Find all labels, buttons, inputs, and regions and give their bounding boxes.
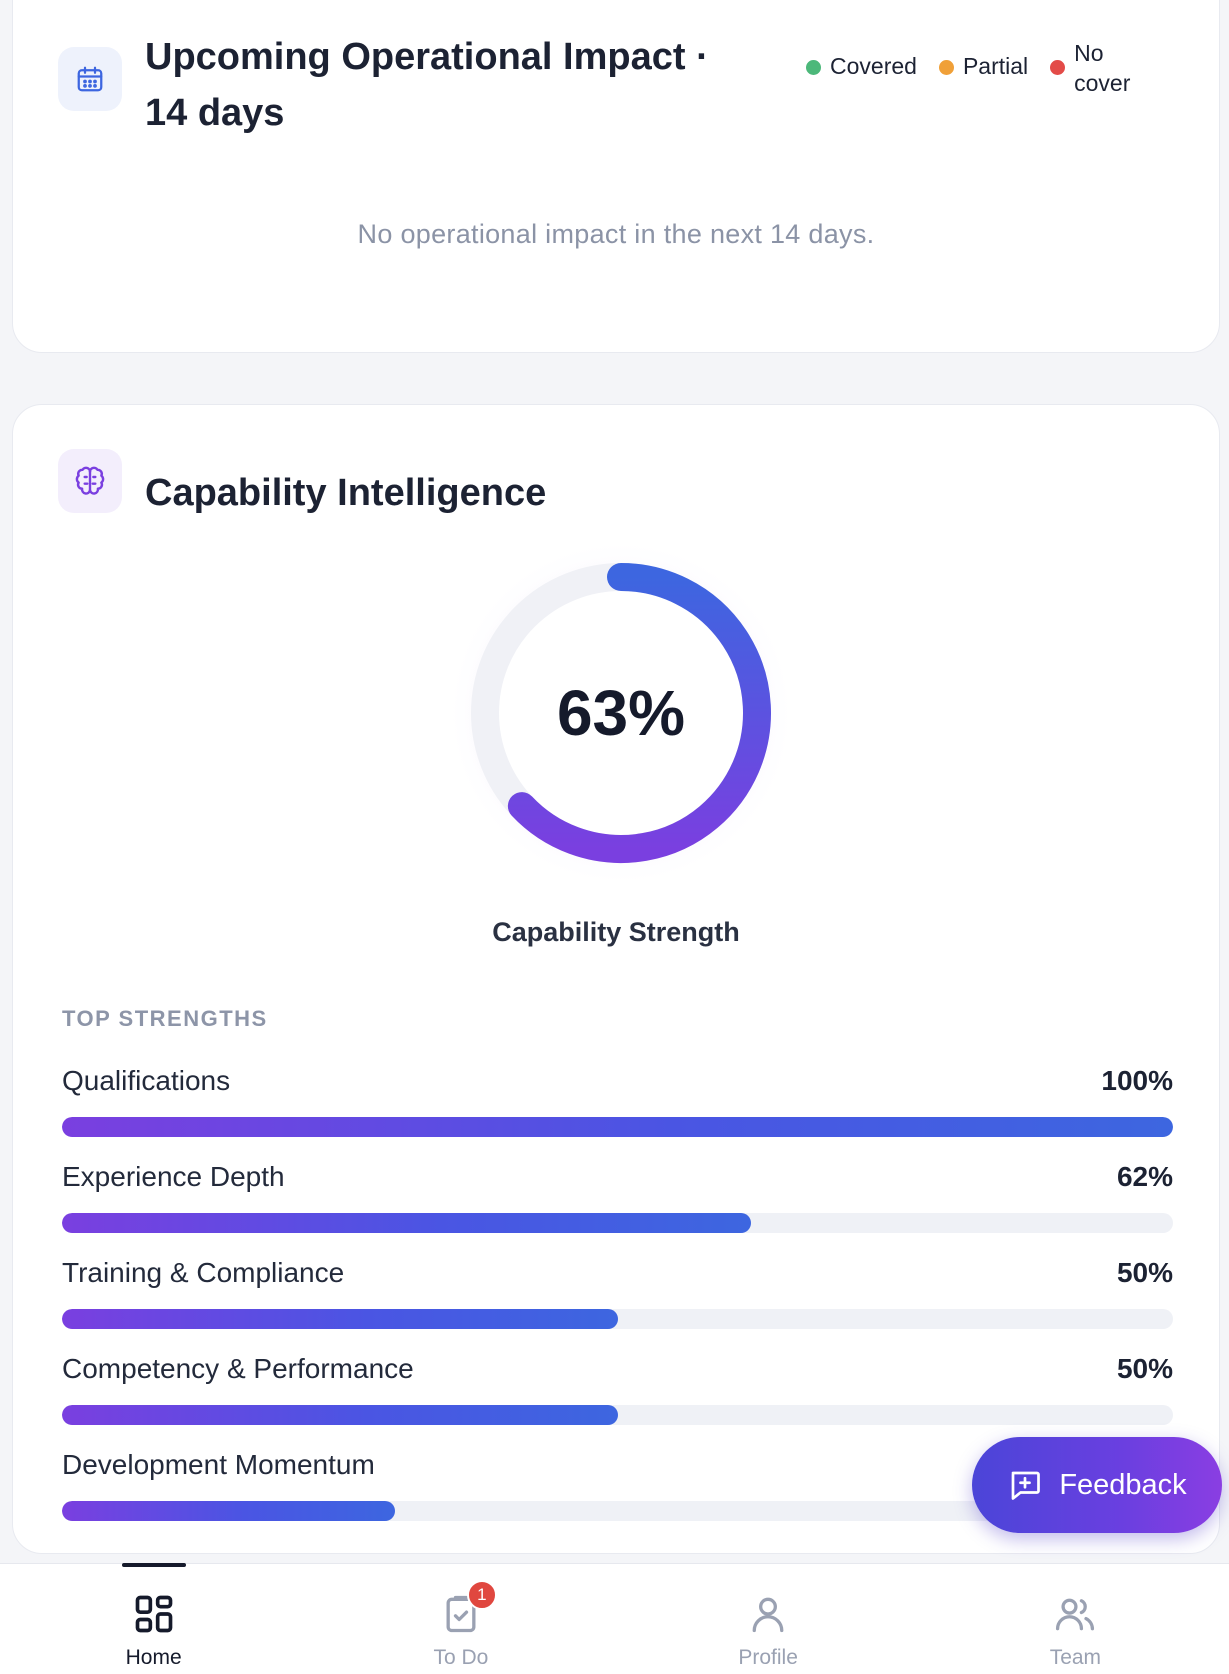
strength-value: 100% [1101,1065,1173,1096]
partial-dot [938,60,954,75]
gauge-progress-arc [507,563,771,863]
capability-gauge [446,538,796,888]
strength-bar-fill [62,1117,1173,1137]
strength-bar-fill [62,1501,396,1521]
feedback-label: Feedback [1059,1468,1187,1501]
brain-icon [58,449,122,513]
strength-bar-track [62,1501,1173,1521]
nav-team-label: Team [1049,1646,1102,1669]
empty-state-text: No operational impact in the next 14 day… [357,219,875,249]
nav-profile[interactable]: Profile [615,1564,922,1674]
strength-row: Competency & Performance 50% [62,1353,1173,1429]
operational-impact-card: Upcoming Operational Impact · 14 days Co… [12,0,1220,353]
nav-home[interactable]: Home [0,1563,307,1674]
capability-card-title: Capability Intelligence [145,472,547,514]
nav-home-label: Home [125,1646,182,1669]
strength-bar-fill [62,1405,618,1425]
impact-card-title: Upcoming Operational Impact · 14 days [145,36,709,134]
users-icon [1056,1598,1095,1631]
legend-no-cover: No cover [1050,40,1144,98]
feedback-button[interactable]: Feedback [972,1437,1222,1533]
strength-label: Experience Depth [62,1161,285,1192]
impact-legend: Covered Partial No cover [806,40,1144,98]
message-plus-icon [1011,1471,1041,1500]
strength-bar-track [62,1405,1173,1425]
legend-covered-label: Covered [830,53,917,79]
gauge-value: 63% [556,677,686,749]
bottom-nav: Home 1 To Do Profile Team [0,1563,1229,1674]
legend-covered: Covered [806,53,917,80]
strength-row: Development Momentum [62,1449,1173,1525]
strength-row: Training & Compliance 50% [62,1257,1173,1333]
nav-team[interactable]: Team [922,1564,1229,1674]
legend-no-cover-label: No cover [1074,40,1131,96]
strength-row: Qualifications 100% [62,1065,1173,1141]
gauge-face [485,577,757,849]
strength-label: Development Momentum [62,1449,375,1480]
legend-partial-label: Partial [962,53,1029,79]
strength-bar-track [62,1117,1173,1137]
strength-bar-track [62,1309,1173,1329]
strength-bar-track [62,1213,1173,1233]
covered-dot [806,60,821,75]
strength-label: Competency & Performance [62,1353,414,1384]
strength-row: Experience Depth 62% [62,1161,1173,1237]
clipboard-check-icon [446,1595,476,1633]
strength-value: 50% [1116,1257,1173,1288]
strength-label: Qualifications [62,1065,231,1096]
active-tab-indicator [121,1563,186,1567]
nav-todo-label: To Do [433,1646,489,1669]
gauge-caption: Capability Strength [492,917,740,947]
nav-profile-label: Profile [738,1646,798,1669]
strength-bar-fill [62,1213,751,1233]
strength-value: 50% [1116,1353,1173,1384]
no-cover-dot [1050,60,1066,75]
capability-intelligence-card: Capability Intelligence 63% Capability S… [12,404,1220,1554]
strength-label: Training & Compliance [62,1257,345,1288]
strength-bar-fill [62,1309,618,1329]
nav-todo[interactable]: 1 To Do [307,1564,614,1674]
user-icon [752,1597,784,1633]
todo-badge: 1 [466,1580,497,1610]
legend-partial: Partial [938,53,1029,80]
calendar-icon [58,47,122,111]
strength-value: 62% [1116,1161,1173,1192]
top-strengths-label: TOP STRENGTHS [62,1006,268,1031]
grid-icon [135,1595,172,1633]
